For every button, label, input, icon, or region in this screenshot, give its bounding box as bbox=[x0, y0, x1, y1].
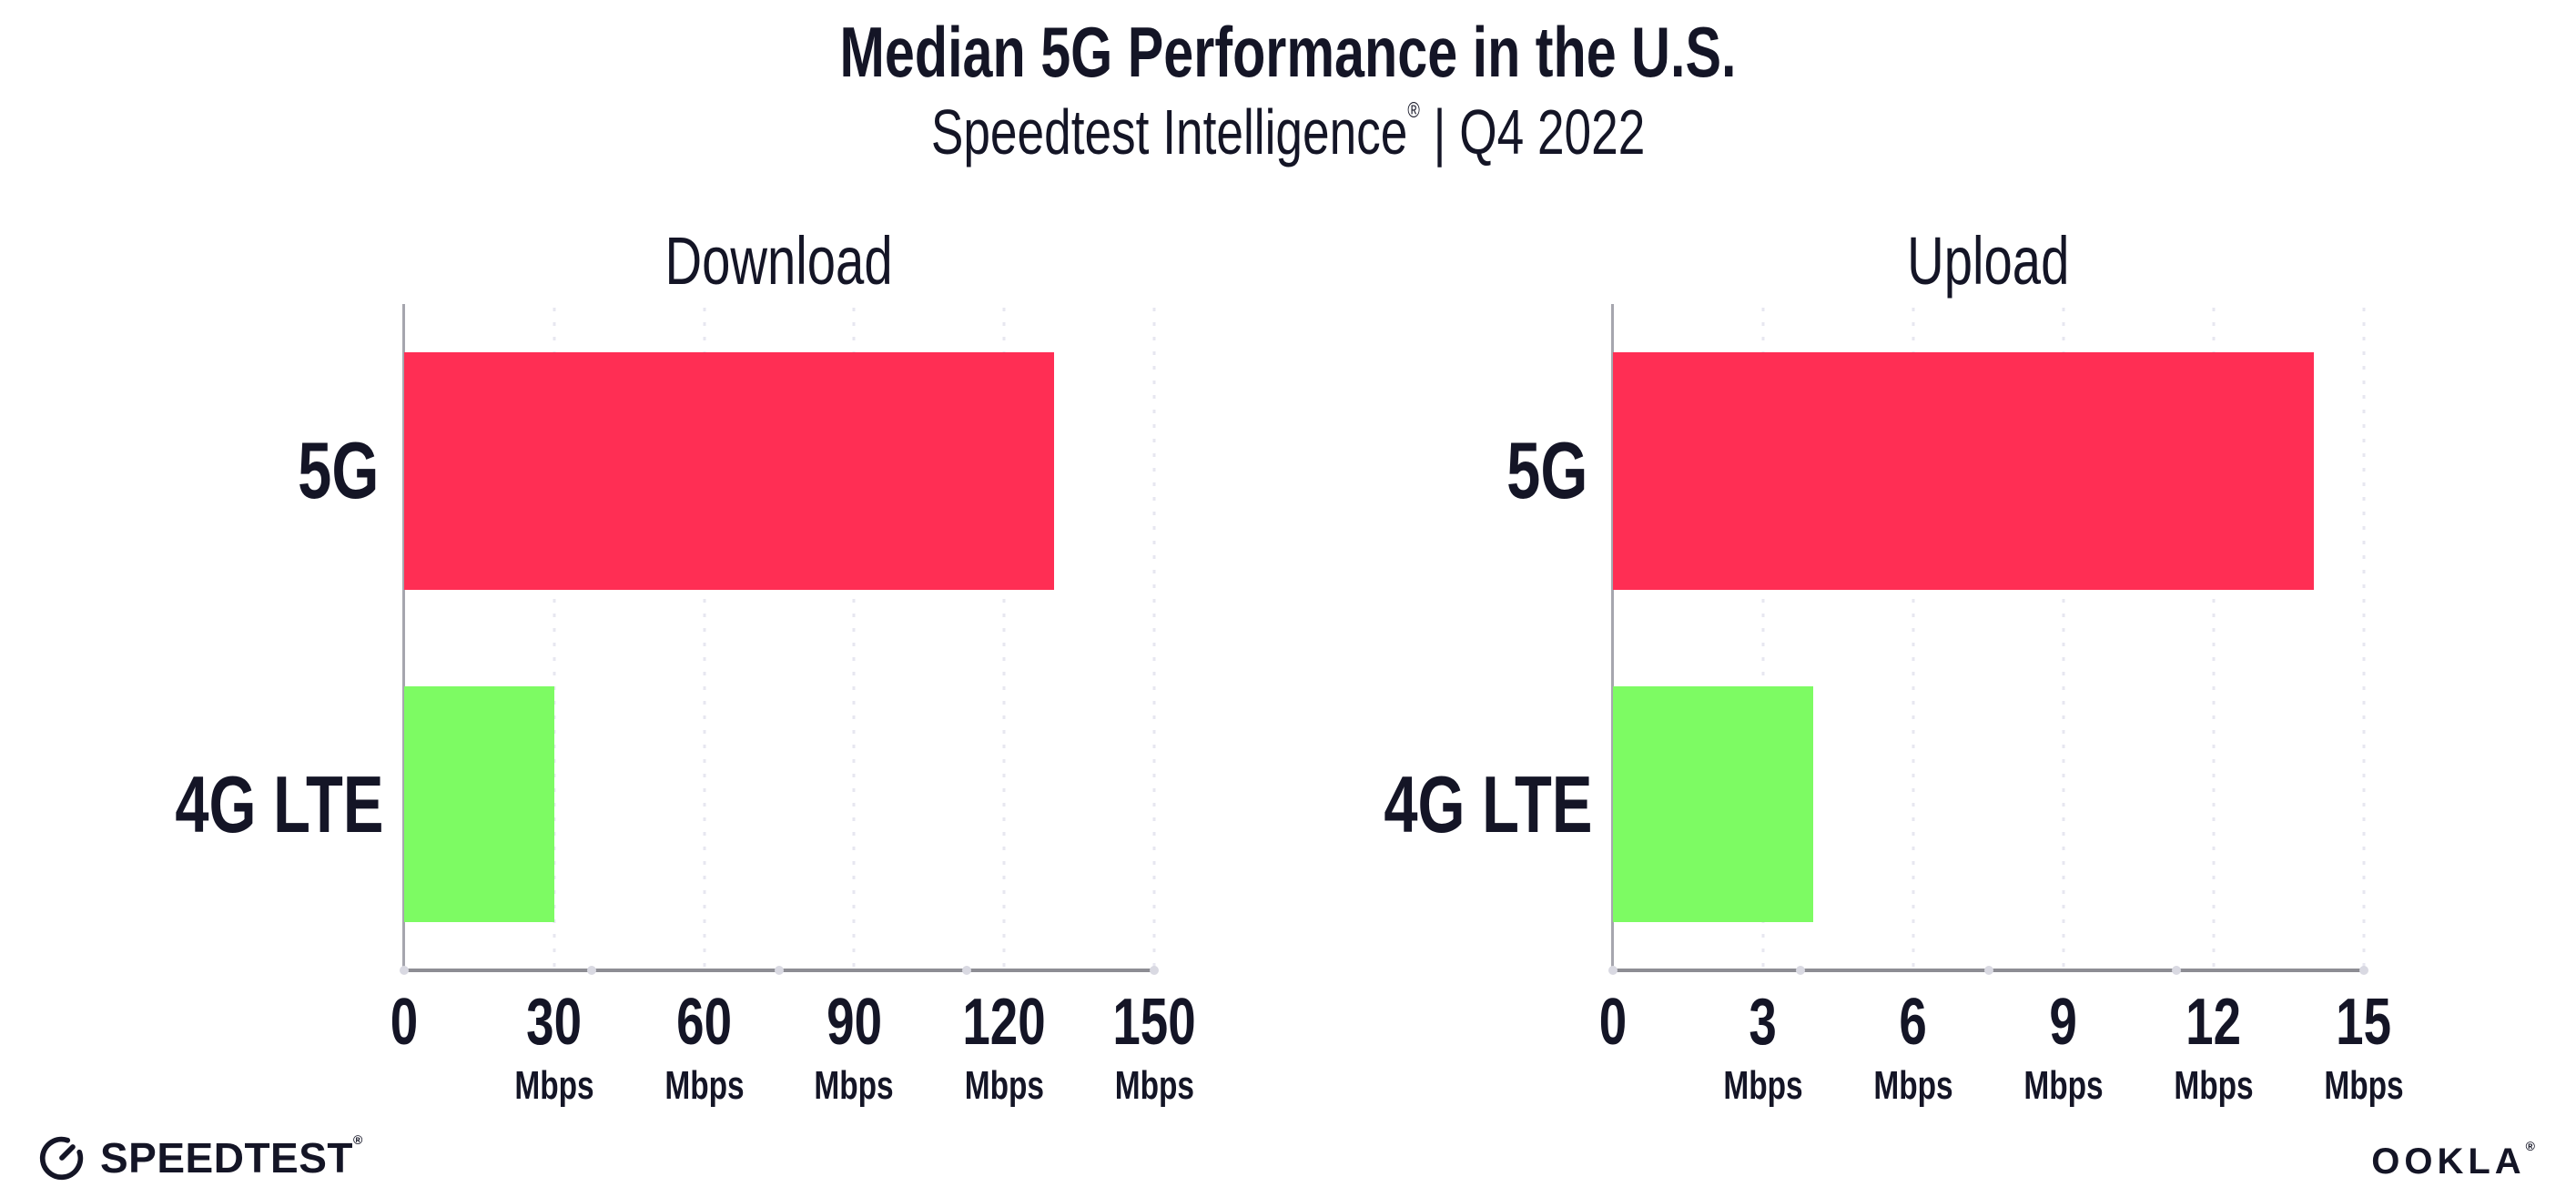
download-x-tick-150: 150 Mbps bbox=[1112, 986, 1196, 1108]
upload-x-tick-3: 3 Mbps bbox=[1723, 986, 1803, 1108]
upload-plot-area: 0 3 Mbps 6 Mbps 9 Mbps 12 Mbps 15 Mbps bbox=[1599, 304, 2404, 1108]
axis-tick-dot bbox=[1796, 966, 1806, 975]
axis-tick-dot bbox=[1150, 966, 1159, 975]
axis-tick-dot bbox=[1983, 966, 1993, 975]
gridline bbox=[703, 308, 706, 970]
upload-chart-title: Upload bbox=[1907, 223, 2070, 299]
upload-x-tick-6: 6 Mbps bbox=[1873, 986, 1953, 1108]
download-bar-5g bbox=[404, 352, 1055, 590]
gridline bbox=[852, 308, 856, 970]
upload-x-tick-15: 15 Mbps bbox=[2324, 986, 2404, 1108]
axis-tick-dot bbox=[775, 966, 784, 975]
upload-category-label-4g-lte: 4G LTE bbox=[1384, 759, 1593, 849]
speedtest-gauge-icon bbox=[39, 1136, 84, 1181]
gridline bbox=[2062, 308, 2065, 970]
axis-tick-dot bbox=[2359, 966, 2368, 975]
gridline bbox=[1761, 308, 1765, 970]
download-category-label-4g-lte: 4G LTE bbox=[175, 759, 384, 849]
upload-x-tick-12: 12 Mbps bbox=[2174, 986, 2254, 1108]
page-title-text: Median 5G Performance in the U.S. bbox=[839, 12, 1737, 92]
download-chart-title: Download bbox=[664, 223, 894, 299]
upload-y-axis bbox=[1611, 304, 1614, 970]
axis-tick-dot bbox=[587, 966, 596, 975]
ookla-logo: OOKLA® bbox=[2371, 1140, 2540, 1182]
axis-tick-dot bbox=[2171, 966, 2181, 975]
gridline bbox=[2212, 308, 2216, 970]
download-x-tick-60: 60 Mbps bbox=[664, 986, 745, 1108]
axis-tick-dot bbox=[400, 966, 409, 975]
speedtest-logo: SPEEDTEST® bbox=[38, 1132, 363, 1182]
page-subtitle-text: Speedtest Intelligence® | Q4 2022 bbox=[931, 98, 1645, 165]
download-x-tick-90: 90 Mbps bbox=[814, 986, 895, 1108]
subtitle-brand: Speedtest Intelligence bbox=[930, 96, 1408, 167]
download-y-axis bbox=[402, 304, 405, 970]
upload-x-tick-9: 9 Mbps bbox=[2023, 986, 2104, 1108]
gridline bbox=[553, 308, 556, 970]
download-x-tick-120: 120 Mbps bbox=[962, 986, 1046, 1108]
gridline bbox=[1002, 308, 1006, 970]
gridline bbox=[1152, 308, 1156, 970]
upload-bar-5g bbox=[1613, 352, 2314, 590]
registered-mark: ® bbox=[1407, 98, 1420, 123]
page-subtitle: Speedtest Intelligence® | Q4 2022 bbox=[0, 98, 2576, 165]
download-plot-area: 0 30 Mbps 60 Mbps 90 Mbps 120 Mbps 150 M… bbox=[390, 304, 1196, 1108]
axis-tick-dot bbox=[1608, 966, 1618, 975]
download-x-tick-30: 30 Mbps bbox=[514, 986, 594, 1108]
gridline bbox=[1912, 308, 1915, 970]
upload-category-label-5g: 5G bbox=[1506, 425, 1587, 515]
speedtest-wordmark: SPEEDTEST® bbox=[100, 1132, 363, 1182]
subtitle-period: | Q4 2022 bbox=[1419, 96, 1646, 167]
gridline bbox=[2362, 308, 2366, 970]
upload-x-tick-0: 0 bbox=[1598, 986, 1628, 1059]
registered-mark: ® bbox=[353, 1132, 363, 1147]
download-bar-4g-lte bbox=[404, 686, 554, 922]
page-title: Median 5G Performance in the U.S. bbox=[0, 16, 2576, 87]
axis-tick-dot bbox=[962, 966, 971, 975]
download-x-tick-0: 0 bbox=[390, 986, 419, 1059]
registered-mark: ® bbox=[2525, 1139, 2540, 1153]
download-category-label-5g: 5G bbox=[297, 425, 379, 515]
ookla-wordmark: OOKLA bbox=[2371, 1141, 2526, 1182]
upload-bar-4g-lte bbox=[1613, 686, 1813, 922]
